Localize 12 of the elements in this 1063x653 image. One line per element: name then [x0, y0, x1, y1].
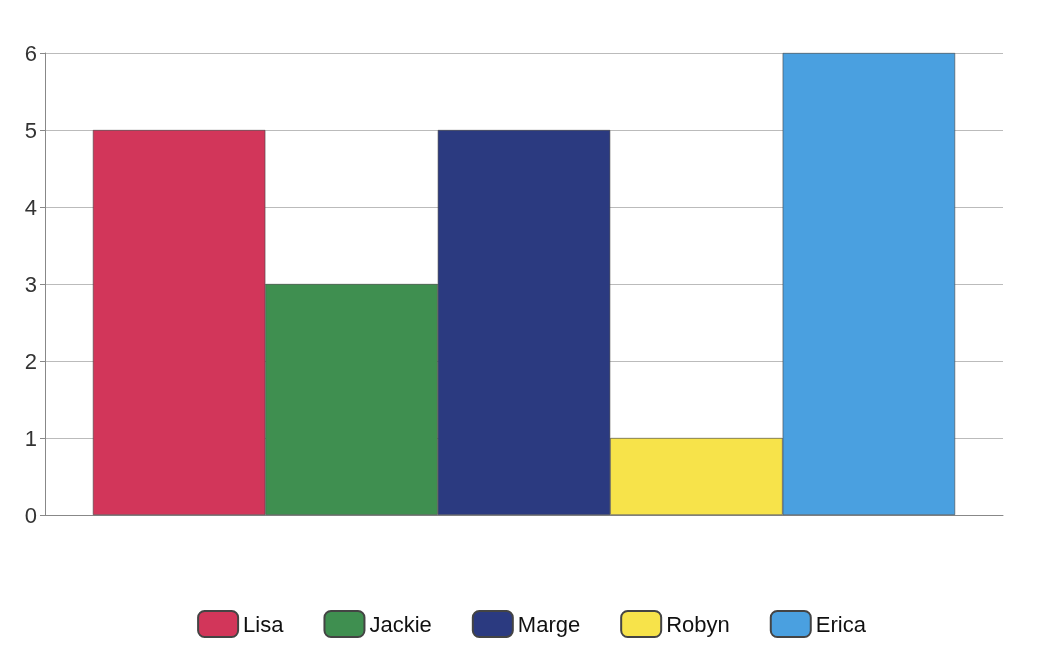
legend-label: Jackie [369, 611, 432, 637]
y-tick-label: 6 [24, 40, 37, 66]
y-tick-label: 1 [24, 425, 37, 451]
legend-label: Marge [517, 611, 581, 637]
legend-label: Robyn [666, 611, 730, 637]
y-tick-label: 2 [24, 348, 37, 374]
y-tick-label: 3 [24, 271, 37, 297]
y-tick-label: 0 [24, 502, 37, 528]
legend-label: Lisa [243, 611, 285, 637]
y-tick-label: 4 [24, 194, 37, 220]
y-tick-label: 5 [24, 117, 37, 143]
legend-label: Erica [815, 611, 867, 637]
